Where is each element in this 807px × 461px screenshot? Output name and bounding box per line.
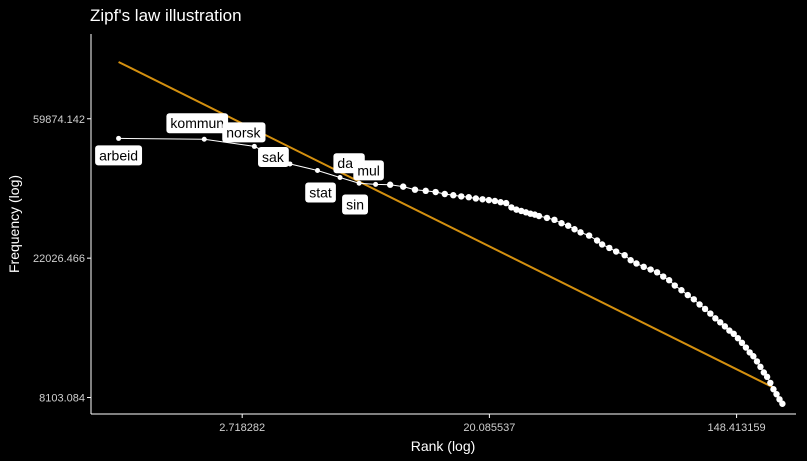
data-point: [779, 400, 786, 407]
y-tick-label: 8103.084: [39, 393, 85, 405]
data-point: [508, 204, 515, 211]
x-tick-label: 2.718282: [219, 422, 265, 434]
data-point: [730, 330, 737, 338]
data-point: [458, 193, 465, 200]
data-point: [750, 353, 757, 360]
word-label-sin: sin: [342, 194, 368, 215]
word-label-text: mul: [357, 162, 380, 178]
data-point: [543, 214, 551, 222]
data-point: [684, 291, 691, 299]
data-point: [472, 195, 480, 202]
data-point: [356, 180, 362, 186]
data-point: [742, 344, 750, 351]
data-point: [734, 335, 742, 342]
data-point: [564, 222, 572, 229]
x-axis-title: Rank (log): [411, 438, 476, 454]
data-point: [201, 136, 207, 142]
data-point: [315, 168, 321, 174]
data-point: [770, 386, 777, 393]
data-point: [690, 296, 698, 303]
word-label-text: arbeid: [99, 147, 138, 163]
data-point: [678, 287, 685, 294]
word-label-norsk: norsk: [222, 122, 266, 143]
data-point: [571, 226, 578, 233]
data-point: [773, 390, 780, 398]
data-point: [763, 373, 771, 381]
data-point: [665, 277, 673, 284]
data-point: [598, 241, 606, 248]
data-point: [640, 263, 647, 271]
data-point: [577, 229, 584, 236]
data-point: [767, 379, 774, 387]
word-label-arbeid: arbeid: [95, 145, 143, 166]
data-point: [479, 196, 486, 203]
data-point: [707, 310, 714, 317]
word-label-text: stat: [309, 185, 332, 201]
data-point: [712, 315, 719, 322]
data-point: [450, 192, 457, 199]
data-point: [465, 194, 472, 201]
word-label-text: sin: [346, 196, 364, 212]
data-point: [660, 273, 667, 280]
data-point: [441, 190, 448, 198]
data-point: [422, 187, 429, 195]
x-tick-label: 20.085537: [463, 422, 515, 434]
data-point: [502, 199, 510, 207]
y-axis-title: Frequency (log): [6, 175, 22, 273]
data-point: [373, 181, 379, 187]
word-label-text: norsk: [226, 124, 261, 140]
data-point: [535, 212, 543, 220]
data-point: [717, 319, 724, 326]
word-label-kommun: kommun: [166, 113, 229, 134]
data-point: [558, 220, 565, 227]
data-point: [411, 186, 419, 193]
word-label-text: kommun: [170, 115, 224, 131]
data-point: [760, 369, 768, 376]
word-label-stat: stat: [305, 182, 336, 203]
data-point: [647, 266, 654, 273]
data-point: [386, 181, 394, 188]
data-point: [738, 339, 746, 347]
data-point: [491, 197, 499, 205]
data-point: [701, 305, 709, 313]
data-point: [671, 282, 678, 289]
data-point: [721, 323, 729, 330]
data-point: [696, 301, 703, 308]
data-point: [399, 183, 407, 190]
data-point: [612, 248, 620, 255]
data-point: [116, 135, 122, 141]
data-point: [585, 232, 593, 239]
data-point: [627, 257, 634, 264]
data-point: [633, 260, 640, 267]
word-label-mul: mul: [353, 160, 384, 181]
data-point: [497, 199, 504, 206]
zipf-fit-line: [118, 61, 774, 389]
data-point: [606, 244, 613, 252]
data-point: [337, 174, 343, 180]
data-point: [432, 188, 439, 196]
chart-title: Zipf's law illustration: [90, 6, 242, 25]
word-label-sak: sak: [258, 146, 289, 167]
data-point: [757, 363, 764, 371]
data-point: [513, 206, 520, 213]
word-label-text: sak: [262, 149, 285, 165]
x-tick-label: 148.413159: [708, 422, 766, 434]
data-point: [621, 251, 628, 259]
y-tick-label: 59874.142: [33, 114, 85, 126]
data-point: [753, 358, 761, 365]
data-point: [653, 269, 661, 276]
observed-line: [118, 137, 783, 404]
data-point: [551, 216, 558, 224]
y-tick-label: 22026.466: [33, 253, 85, 265]
data-point: [485, 196, 493, 204]
data-point: [251, 143, 257, 149]
data-point: [593, 237, 601, 244]
